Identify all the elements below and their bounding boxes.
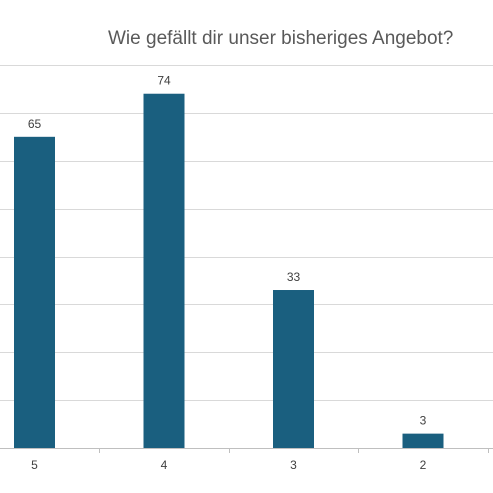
x-tick-label: 5: [31, 458, 38, 472]
data-label: 33: [287, 270, 301, 284]
x-axis: 5 4 3 2: [0, 448, 493, 472]
bar: [273, 290, 314, 448]
data-label: 65: [28, 117, 42, 131]
x-tick-label: 2: [420, 458, 427, 472]
data-label: 74: [157, 74, 171, 88]
x-tick-label: 4: [161, 458, 168, 472]
x-tick-label: 3: [290, 458, 297, 472]
gridlines: [0, 65, 493, 401]
bar: [14, 136, 55, 448]
chart-title: Wie gefällt dir unser bisheriges Angebot…: [108, 28, 454, 49]
bar: [143, 93, 185, 448]
bar: [402, 433, 444, 448]
bars: [14, 93, 444, 448]
data-label: 3: [420, 414, 427, 428]
